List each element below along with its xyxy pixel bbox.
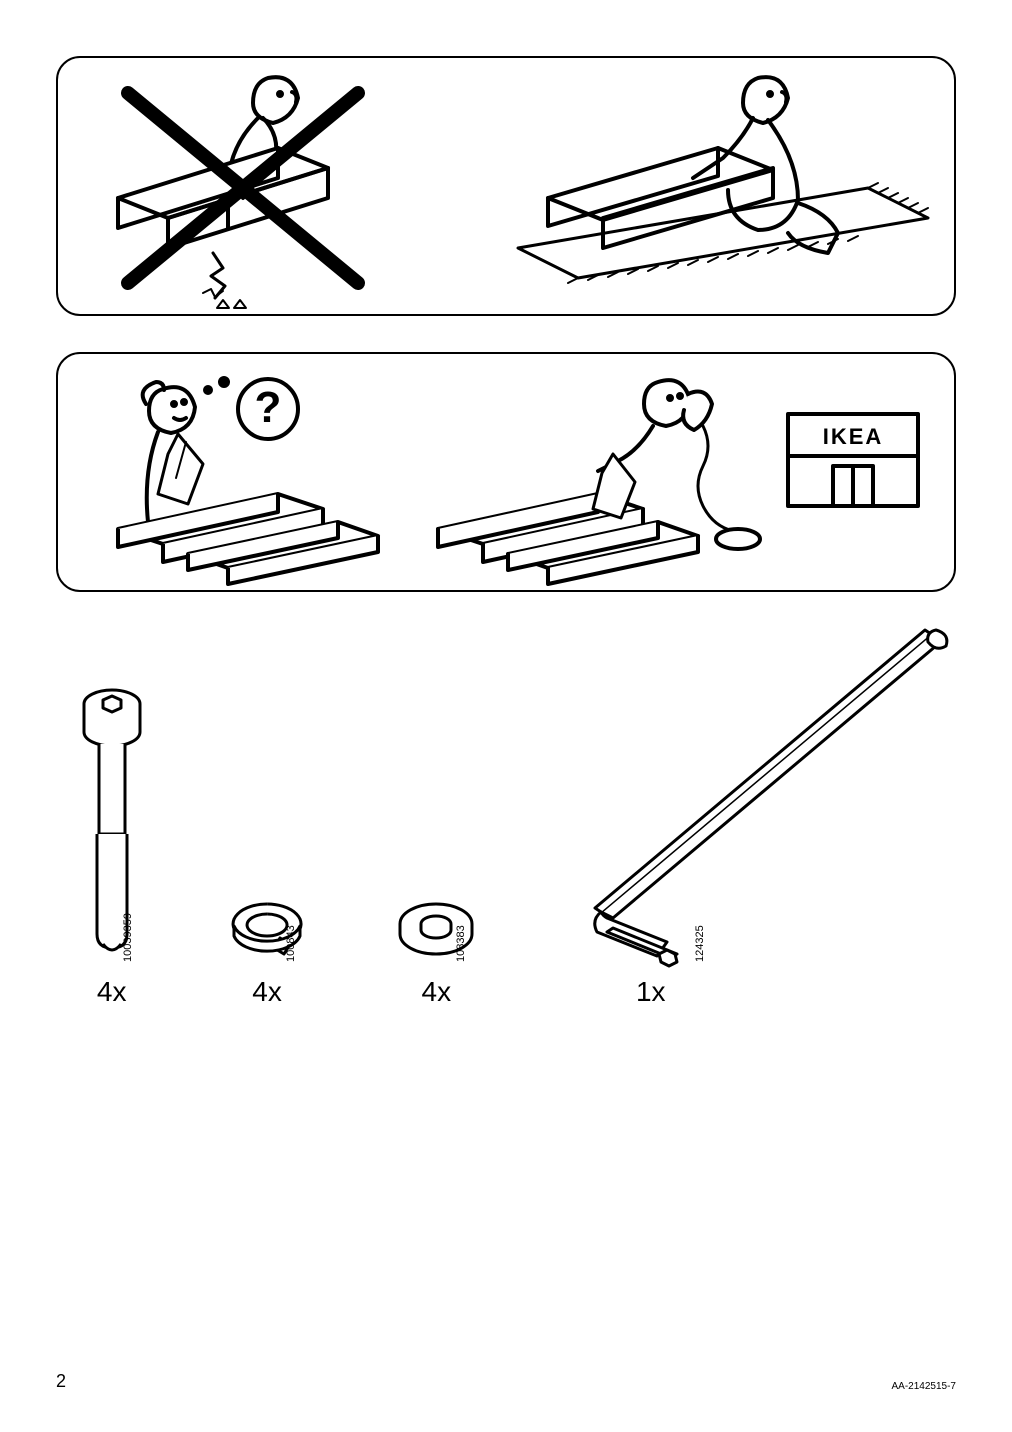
part-number: 108383 xyxy=(455,925,467,962)
question-mark-icon: ? xyxy=(255,383,282,432)
page-footer: 2 AA-2142515-7 xyxy=(56,1371,956,1392)
hardware-allen-key: 124325 1x xyxy=(536,626,956,1008)
page: ? xyxy=(0,0,1012,1432)
part-number: 100843 xyxy=(285,925,297,962)
part-number: 124325 xyxy=(694,925,706,962)
quantity-label: 1x xyxy=(636,976,666,1008)
panel2-illustration: ? xyxy=(58,354,954,590)
quantity-label: 4x xyxy=(252,976,282,1008)
ikea-store-label: IKEA xyxy=(823,424,884,449)
flat-washer-icon xyxy=(391,896,481,966)
panel-floor-warning xyxy=(56,56,956,316)
hardware-split-washer: 100843 4x xyxy=(197,896,336,1008)
page-number: 2 xyxy=(56,1371,66,1392)
bolt-icon xyxy=(77,686,147,966)
quantity-label: 4x xyxy=(422,976,452,1008)
part-number: 10039359 xyxy=(122,913,134,962)
hardware-bolt: 10039359 4x xyxy=(56,686,167,1008)
quantity-label: 4x xyxy=(97,976,127,1008)
panel-help-call-ikea: ? xyxy=(56,352,956,592)
panel1-illustration xyxy=(58,58,954,314)
allen-key-icon xyxy=(536,626,956,966)
hardware-list: 10039359 4x 100843 4x xyxy=(56,628,956,1008)
hardware-flat-washer: 108383 4x xyxy=(367,896,506,1008)
document-id: AA-2142515-7 xyxy=(892,1381,957,1392)
split-washer-icon xyxy=(222,896,312,966)
